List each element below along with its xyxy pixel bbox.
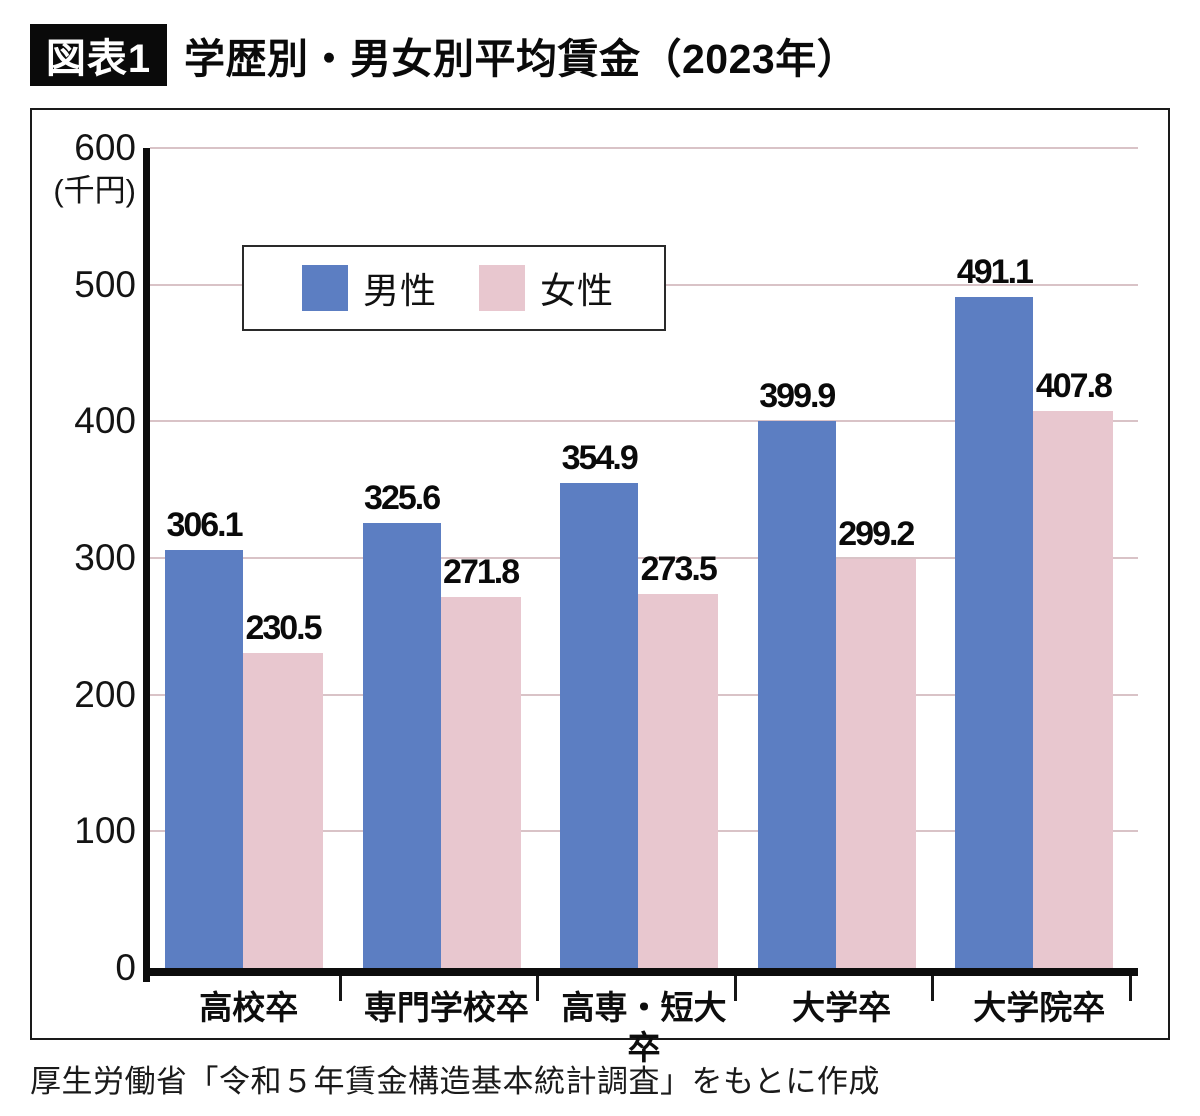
value-label-female-5: 407.8 [1035,366,1113,405]
y-tick-label-300: 300 [74,537,136,578]
value-label-female-2: 271.8 [443,552,520,591]
bar-male-4 [757,421,836,968]
gridline-600 [150,147,1138,149]
y-tick-label-600: 600 [74,127,136,168]
bar-male-3 [560,482,639,968]
bar-male-1 [165,549,243,968]
legend-label-male: 男性 [363,270,438,311]
x-axis-tick-4 [931,974,935,1001]
legend-item-male: 男性 [302,262,437,314]
gridline-400 [150,420,1138,423]
legend-label-female: 女性 [540,270,615,311]
value-label-male-3: 354.9 [561,438,639,477]
legend-item-female: 女性 [479,262,614,314]
gridline-300 [150,557,1138,559]
category-label-4: 大学卒 [792,989,892,1026]
figure-badge: 図表1 [30,24,167,86]
value-label-female-1: 230.5 [245,608,322,647]
page-title: 学歴別・男女別平均賃金（2023年） [184,36,859,82]
bar-female-5 [1033,410,1114,968]
y-tick-label-400: 400 [74,400,136,442]
value-label-male-5: 491.1 [956,252,1034,291]
x-axis-tick-3 [733,974,737,1001]
bar-male-5 [955,296,1034,968]
bar-female-4 [835,559,916,968]
value-label-female-3: 273.5 [640,550,718,589]
category-label-3: 高専・短大卒 [561,989,727,1066]
value-label-female-4: 299.2 [838,515,915,554]
category-label-2: 専門学校卒 [363,989,529,1026]
y-tick-label-0: 0 [115,947,136,988]
bar-male-2 [362,523,441,968]
value-label-male-2: 325.6 [364,479,441,518]
source-note: 厚生労働省「令和５年賃金構造基本統計調査」をもとに作成 [30,1064,880,1099]
x-axis-tick-1 [338,974,342,1001]
chart-frame: 男性 女性 306.1 230.5 325.6 271.8 354.9 273.5 399.… [30,108,1170,1066]
y-axis-unit: (千円) [53,173,136,208]
y-tick-label-200: 200 [74,673,136,715]
y-tick-label-500: 500 [74,263,136,305]
x-axis-tick-2 [536,974,540,1001]
value-label-male-1: 306.1 [166,505,243,544]
y-tick-label-100: 100 [74,810,136,852]
plot-area: 男性 女性 306.1 230.5 325.6 271.8 354.9 273.5 399.… [150,147,1138,1001]
x-axis-tick-5 [1129,974,1132,1001]
legend-swatch-male [302,265,348,311]
category-label-5: 大学院卒 [973,989,1106,1026]
bar-female-3 [638,594,719,968]
chart-header: 図表1 学歴別・男女別平均賃金（2023年） [30,24,858,86]
x-axis-line [143,968,1138,976]
bar-female-2 [440,596,521,968]
legend-swatch-female [479,265,526,311]
value-label-male-4: 399.9 [759,377,836,416]
bar-female-1 [243,652,323,968]
y-axis-line [143,148,150,982]
legend: 男性 女性 [242,245,666,331]
category-label-1: 高校卒 [199,989,299,1026]
